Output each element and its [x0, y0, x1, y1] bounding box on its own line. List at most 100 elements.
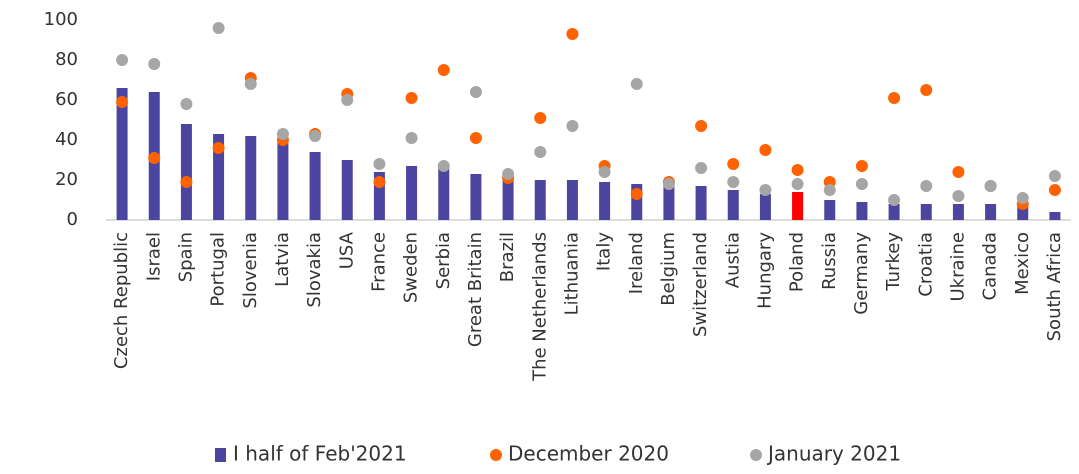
bar: [920, 204, 932, 220]
x-tick-label: Switzerland: [690, 232, 711, 337]
dot: [373, 176, 386, 188]
dot: [984, 180, 997, 192]
dot: [534, 112, 547, 124]
dot: [502, 168, 515, 180]
x-tick-label: Ukraine: [947, 232, 968, 302]
dot: [341, 94, 354, 106]
bar: [566, 180, 578, 220]
x-tick-label: Hungary: [754, 232, 775, 309]
dot: [791, 164, 804, 176]
x-tick-label: Russia: [819, 232, 840, 290]
bar: [663, 186, 675, 220]
x-tick-label: Poland: [787, 232, 808, 292]
bar: [631, 184, 643, 220]
dot: [437, 160, 450, 172]
dot: [791, 178, 804, 190]
y-tick-label: 20: [55, 169, 78, 190]
legend-swatch: [490, 449, 502, 461]
dot: [920, 84, 933, 96]
y-tick-label: 0: [67, 209, 78, 230]
bar: [534, 180, 546, 220]
legend-swatch: [215, 448, 226, 462]
dot: [309, 130, 322, 142]
dot: [855, 178, 868, 190]
x-tick-label: Brazil: [497, 232, 518, 282]
x-tick-label: Slovenia: [240, 232, 261, 309]
bar: [695, 186, 707, 220]
dot: [630, 78, 643, 90]
bar: [759, 194, 771, 220]
dot: [920, 180, 933, 192]
dot: [405, 92, 418, 104]
dot: [469, 86, 482, 98]
legend-label: December 2020: [508, 442, 669, 466]
bar: [792, 192, 804, 220]
dot: [823, 184, 836, 196]
y-tick-label: 80: [55, 49, 78, 70]
dot: [952, 166, 965, 178]
x-tick-label: Austia: [722, 232, 743, 288]
bar: [309, 152, 321, 220]
dot: [952, 190, 965, 202]
dot: [888, 194, 901, 206]
x-tick-label: Great Britain: [465, 232, 486, 347]
bar: [824, 200, 836, 220]
dot: [437, 64, 450, 76]
x-tick-label: USA: [336, 231, 357, 269]
bar: [277, 142, 289, 220]
x-tick-label: Latvia: [272, 232, 293, 287]
bar: [1049, 212, 1061, 220]
dot: [695, 162, 708, 174]
x-tick-label: South Africa: [1044, 232, 1065, 341]
bar: [245, 136, 257, 220]
x-tick-label: Serbia: [433, 232, 454, 289]
dot: [212, 22, 225, 34]
bar: [888, 204, 900, 220]
dot: [405, 132, 418, 144]
y-tick-label: 40: [55, 129, 78, 150]
bar: [727, 190, 739, 220]
dot: [662, 178, 675, 190]
x-tick-label: France: [368, 232, 389, 292]
dot: [759, 184, 772, 196]
x-tick-label: Ireland: [626, 232, 647, 294]
dot: [855, 160, 868, 172]
x-tick-label: Israel: [143, 232, 164, 281]
x-tick-label: Italy: [594, 232, 615, 271]
dot: [630, 188, 643, 200]
dot: [727, 158, 740, 170]
dot: [180, 98, 193, 110]
x-tick-label: Turkey: [883, 232, 904, 292]
dot: [695, 120, 708, 132]
x-tick-label: Spain: [175, 232, 196, 282]
bar: [406, 166, 418, 220]
dot: [888, 92, 901, 104]
bar: [856, 202, 868, 220]
dot: [566, 28, 579, 40]
dot: [148, 152, 161, 164]
bar: [438, 168, 450, 220]
dot: [566, 120, 579, 132]
dot: [1048, 170, 1061, 182]
dot: [373, 158, 386, 170]
bar: [599, 182, 611, 220]
dot: [1048, 184, 1061, 196]
dot: [180, 176, 193, 188]
dot: [148, 58, 161, 70]
x-tick-label: Czech Republic: [111, 232, 132, 369]
dot: [116, 96, 129, 108]
bar: [502, 180, 514, 220]
x-tick-label: Belgium: [658, 232, 679, 306]
dot: [598, 166, 611, 178]
legend-label: January 2021: [766, 442, 901, 466]
x-tick-label: Croatia: [915, 232, 936, 297]
x-tick-label: Slovakia: [304, 232, 325, 308]
legend-swatch: [750, 449, 762, 461]
dot: [116, 54, 129, 66]
bar: [985, 204, 997, 220]
dot: [276, 128, 289, 140]
legend-label: I half of Feb'2021: [233, 442, 407, 466]
y-tick-label: 100: [44, 9, 78, 30]
bar: [952, 204, 964, 220]
